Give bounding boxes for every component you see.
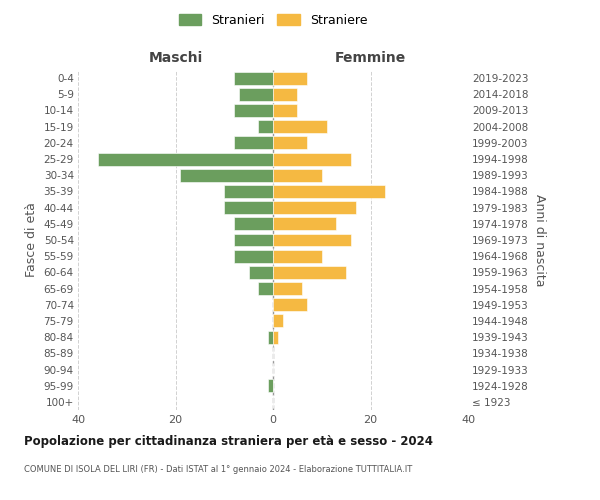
Text: Popolazione per cittadinanza straniera per età e sesso - 2024: Popolazione per cittadinanza straniera p… [24, 435, 433, 448]
Bar [273, 120, 326, 133]
Text: COMUNE DI ISOLA DEL LIRI (FR) - Dati ISTAT al 1° gennaio 2024 - Elaborazione TUT: COMUNE DI ISOLA DEL LIRI (FR) - Dati IST… [24, 465, 412, 474]
Bar [234, 104, 273, 117]
Bar [234, 234, 273, 246]
Bar [273, 136, 307, 149]
Bar [273, 152, 351, 166]
Text: Femmine: Femmine [335, 51, 406, 65]
Bar [234, 136, 273, 149]
Y-axis label: Anni di nascita: Anni di nascita [533, 194, 545, 286]
Bar [97, 152, 273, 166]
Bar [259, 120, 273, 133]
Bar [239, 88, 273, 101]
Bar [273, 201, 356, 214]
Legend: Stranieri, Straniere: Stranieri, Straniere [174, 8, 372, 32]
Bar [234, 72, 273, 85]
Bar [273, 314, 283, 328]
Bar [181, 169, 273, 181]
Bar [268, 379, 273, 392]
Bar [259, 282, 273, 295]
Bar [224, 185, 273, 198]
Bar [273, 250, 322, 262]
Bar [273, 88, 298, 101]
Bar [273, 218, 337, 230]
Bar [234, 218, 273, 230]
Bar [273, 185, 385, 198]
Bar [248, 266, 273, 279]
Bar [273, 104, 298, 117]
Bar [273, 330, 278, 344]
Bar [273, 72, 307, 85]
Bar [273, 234, 351, 246]
Y-axis label: Fasce di età: Fasce di età [25, 202, 38, 278]
Bar [273, 169, 322, 181]
Bar [268, 330, 273, 344]
Bar [234, 250, 273, 262]
Bar [273, 282, 302, 295]
Bar [224, 201, 273, 214]
Text: Maschi: Maschi [148, 51, 203, 65]
Bar [273, 298, 307, 311]
Bar [273, 266, 346, 279]
